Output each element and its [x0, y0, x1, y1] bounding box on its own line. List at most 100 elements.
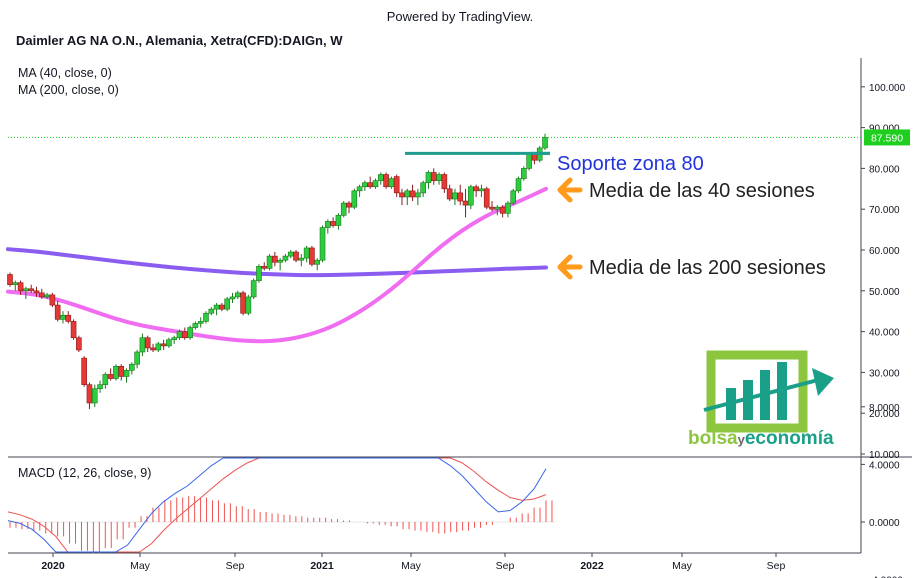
candle-body: [229, 296, 236, 300]
candle-body: [60, 314, 66, 320]
candle-body: [256, 266, 262, 281]
ma40-note: Media de las 40 sesiones: [589, 180, 815, 202]
candle-body: [261, 266, 268, 269]
candle-body: [234, 292, 241, 298]
support-group: Soporte zona 80: [405, 151, 704, 175]
candle-body: [240, 292, 246, 314]
macd-tick-label: -4.0000: [869, 576, 903, 578]
ma40-note-arrow: [557, 177, 583, 203]
candle-body: [213, 304, 220, 310]
candle-body: [192, 323, 199, 328]
candle-body: [325, 221, 331, 228]
candle-body: [309, 247, 315, 265]
logo-word: bolsa: [688, 428, 738, 449]
candle-body: [224, 298, 230, 310]
macd-signal-line: [7, 457, 547, 553]
candle-body: [521, 168, 527, 179]
ma200-legend[interactable]: MA (200, close, 0): [18, 83, 119, 97]
candle-body: [123, 370, 130, 377]
candle-body: [446, 188, 453, 200]
candle-body: [277, 259, 283, 263]
last-price-label-bg: [864, 129, 910, 146]
candle-body: [499, 206, 506, 214]
price-axis: 100.000 90.000 80.000 70.000 60.000 50.000 40.…: [861, 83, 906, 461]
price-tick-label: 80.000: [869, 164, 900, 175]
logo-wordmark: bolsayeconomía: [688, 428, 834, 449]
candle-body: [7, 274, 13, 285]
candle-body: [65, 314, 72, 322]
candle-body: [171, 337, 178, 341]
candle-body: [129, 363, 135, 371]
candle-body: [23, 288, 29, 292]
candle-body: [494, 206, 501, 210]
ma40-line: [6, 186, 548, 344]
time-tick-label: 2020: [41, 560, 65, 572]
last-price-label: 87.590: [871, 132, 903, 144]
candle-body: [187, 327, 193, 339]
ma200-line-group: [6, 247, 548, 278]
time-axis: 2020 May Sep 2021 May Sep 2022 May Sep: [41, 553, 785, 572]
candle-body: [377, 174, 384, 181]
candle-body: [399, 192, 405, 198]
candle-body: [245, 296, 252, 314]
candle-body: [28, 288, 34, 292]
candle-body: [70, 321, 77, 339]
candle-body: [409, 190, 416, 198]
candle-body: [346, 202, 352, 208]
candle-body: [81, 357, 87, 385]
symbol-title: Daimler AG NA O.N., Alemania, Xetra(CFD)…: [16, 33, 343, 48]
candle-body: [515, 178, 522, 192]
candle-body: [282, 255, 289, 261]
candle-body: [303, 247, 310, 259]
candle-body: [287, 251, 294, 257]
annotations-group: Media de las 40 sesiones Media de las 200…: [557, 177, 826, 280]
time-tick-label: Sep: [496, 560, 515, 572]
candle-body: [415, 192, 421, 198]
macd-line: [7, 457, 547, 553]
candle-body: [404, 190, 411, 198]
candle-body: [372, 180, 379, 188]
ma200-note: Media de las 200 sesiones: [589, 257, 826, 279]
candle-body: [182, 331, 188, 339]
candle-body: [49, 294, 56, 306]
candle-body: [176, 331, 183, 339]
candle-body: [367, 182, 373, 188]
candle-body: [436, 174, 442, 181]
candle-body: [38, 292, 45, 298]
candle-body: [510, 190, 517, 204]
candle-body: [134, 351, 140, 365]
ma40-legend[interactable]: MA (40, close, 0): [18, 66, 112, 80]
candle-body: [362, 182, 368, 188]
candle-body: [17, 282, 24, 292]
candle-body: [298, 257, 305, 261]
price-tick-label: 50.000: [869, 287, 900, 298]
time-tick-label: 2022: [580, 560, 604, 572]
chart-frame: [8, 58, 912, 554]
candle-body: [457, 192, 464, 202]
candle-body: [505, 202, 511, 214]
price-tick-label: 70.000: [869, 205, 900, 216]
price-tick-label: 30.000: [869, 368, 900, 379]
macd-legend[interactable]: MACD (12, 26, close, 9): [18, 466, 152, 480]
price-tick-label: 40.000: [869, 328, 900, 339]
time-tick-label: May: [401, 560, 422, 572]
time-tick-label: May: [130, 560, 151, 572]
candle-body: [155, 343, 162, 351]
candle-body: [203, 312, 209, 322]
candle-body: [420, 182, 426, 194]
price-tick-label: 10.000: [869, 450, 900, 461]
powered-by-text[interactable]: Powered by TradingView.: [386, 9, 534, 24]
macd-axis: 8.0000 4.0000 0.0000 -4.0000: [861, 403, 903, 578]
logo-word: y: [738, 432, 746, 447]
macd-group: [7, 457, 555, 554]
candle-body: [468, 186, 474, 206]
price-tick-label: 90.000: [869, 124, 900, 135]
candle-body: [150, 347, 156, 351]
candle-body: [330, 221, 336, 226]
candle-body: [91, 388, 98, 404]
candle-body: [441, 174, 448, 190]
candle-body: [113, 365, 119, 379]
candles-group: [7, 133, 548, 410]
time-tick-label: 2021: [310, 560, 334, 572]
